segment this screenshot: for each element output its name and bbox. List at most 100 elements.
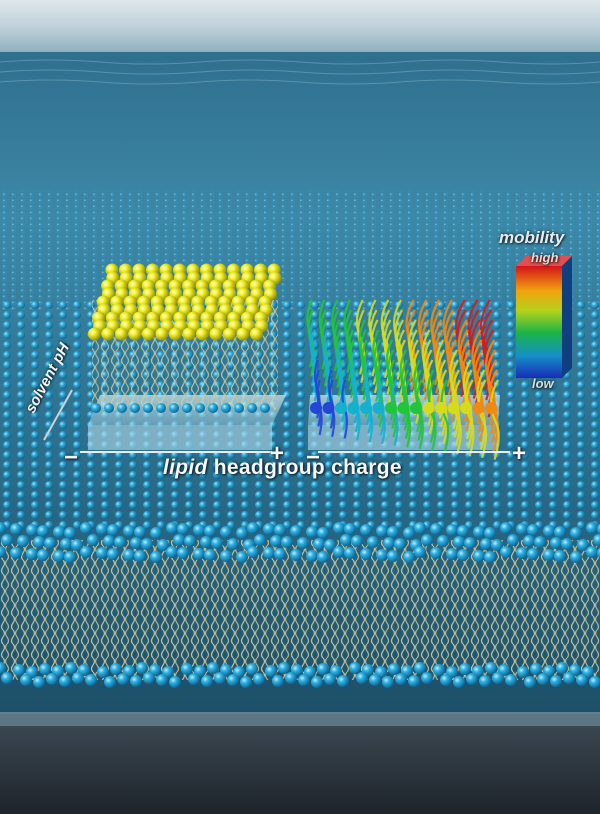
lipid-head [13,664,25,676]
lipid-head [193,524,205,536]
lipid-head [10,547,22,559]
lipid-head [0,522,6,534]
lipid-head [260,403,270,413]
lipid-head [394,538,406,550]
lipid-head [188,673,200,685]
lipid-head [130,537,142,549]
lipid-head [220,550,232,562]
lipid-head [33,536,45,548]
floor [0,726,600,814]
lipid-head [446,524,458,536]
lipid-head [60,538,72,550]
legend-high-label: high [531,250,559,265]
lipid-head [227,674,239,686]
lipid-head [114,536,126,548]
lipid-head [26,548,38,560]
lipid-head [414,546,426,558]
lipid-head [313,538,325,550]
lipid-head [403,527,415,539]
lipid-head [177,523,189,535]
lipid-head [143,403,153,413]
lipid-head [453,536,465,548]
lipid-head [414,662,426,674]
lipid-head [403,551,415,563]
lipid-head [485,662,497,674]
lipid-head [37,525,49,537]
lipid-head [103,535,115,547]
lipid-head [435,402,447,414]
lipid-head [236,551,248,563]
lipid-head [376,549,388,561]
lipid-head [570,527,582,539]
lipid-head [220,526,232,538]
lipid-head [44,537,56,549]
lipid-head [349,662,361,674]
lipid-head [517,666,529,678]
lipid-head [208,403,218,413]
lipid-head [128,327,142,341]
lipid-head [207,662,219,674]
lipid-head [459,663,471,675]
lipid-head [347,402,360,414]
minus-sign-right: − [306,444,321,471]
lipid-head [310,402,322,414]
lipid-head [577,539,589,551]
lipid-head [457,549,469,561]
lipid-head [408,675,420,687]
lipid-head [311,676,323,688]
lipid-head [516,523,528,535]
lipid-head [117,673,129,685]
lipid-head [473,526,485,538]
lipid-head [96,523,108,535]
lipid-head [472,402,485,414]
lipid-head [107,524,119,536]
lipid-head [59,675,71,687]
lipid-head [337,675,349,687]
left-lower-heads [91,403,270,413]
lipid-head [155,327,169,341]
lipid-head [156,674,168,686]
lipid-head [123,525,135,537]
lipid-head [360,402,372,414]
lipid-head [356,672,368,684]
lipid-head [421,672,433,684]
lipid-head [484,551,496,563]
lipid-head [543,525,555,537]
lipid-head [298,674,310,686]
lipid-head [388,663,400,675]
lipid-head [53,526,65,538]
front-lipid-tails [0,540,600,680]
lipid-head [227,538,239,550]
lipid-head [166,522,178,534]
lipid-head [543,549,555,561]
lipid-head [177,547,189,559]
lipid-head [195,327,209,341]
lipid-head [270,535,282,547]
lipid-head [91,403,101,413]
lipid-tail [440,379,450,453]
lipid-head [64,527,76,539]
lipid-head [201,675,213,687]
lipid-head [166,546,178,558]
lipid-head [182,327,196,341]
lipid-head [104,403,114,413]
lipid-head [96,547,108,559]
lipid-head [550,675,562,687]
mobility-legend-bar [516,256,572,378]
lipid-head [554,526,566,538]
lipid-head [383,537,395,549]
lipid-head [440,674,452,686]
lipid-head [290,549,302,561]
floor-highlight [0,712,600,726]
lipid-head [249,327,263,341]
lipid-head [491,539,503,551]
lipid-head [453,676,465,688]
lipid-head [446,548,458,560]
lipid-head [492,672,504,684]
lipid-head [589,676,600,688]
lipid-head [246,663,258,675]
lipid-head [317,551,329,563]
lipid-head [134,526,146,538]
lipid-head [182,403,192,413]
lipid-head [505,674,517,686]
